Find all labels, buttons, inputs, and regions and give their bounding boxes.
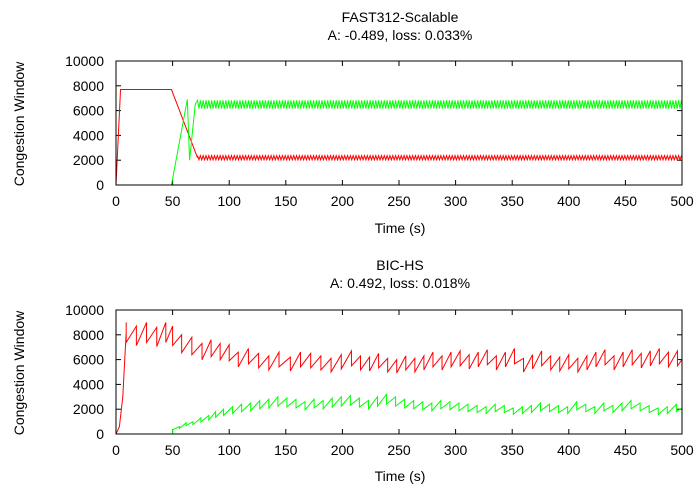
x-axis-label: Time (s)	[375, 468, 426, 484]
chart-subtitle: A: 0.492, loss: 0.018%	[330, 275, 470, 291]
x-tick-label: 400	[557, 442, 581, 458]
x-tick-label: 500	[670, 442, 694, 458]
x-tick-label: 400	[557, 193, 581, 209]
x-tick-label: 0	[112, 193, 120, 209]
series-line-1	[115, 322, 683, 435]
y-tick-label: 10000	[65, 53, 104, 69]
x-tick-label: 500	[670, 193, 694, 209]
x-tick-label: 150	[274, 442, 298, 458]
chart-fast312: FAST312-Scalable A: -0.489, loss: 0.033%…	[11, 9, 694, 236]
y-tick-label: 4000	[73, 376, 104, 392]
chart-subtitle: A: -0.489, loss: 0.033%	[328, 27, 473, 43]
series-line-1	[115, 89, 682, 186]
plot-frame	[115, 309, 683, 435]
x-tick-label: 150	[274, 193, 298, 209]
x-tick-label: 200	[331, 193, 355, 209]
series-layer	[115, 89, 682, 186]
y-tick-label: 6000	[73, 103, 104, 119]
x-tick-label: 450	[614, 442, 638, 458]
y-tick-label: 6000	[73, 352, 104, 368]
y-tick-label: 4000	[73, 127, 104, 143]
x-tick-label: 100	[218, 442, 242, 458]
y-tick-label: 0	[96, 426, 104, 442]
y-tick-label: 2000	[73, 152, 104, 168]
series-layer	[115, 322, 683, 435]
y-axis-label: Congestion Window	[11, 310, 27, 435]
plot-frame	[115, 60, 683, 186]
y-tick-label: 0	[96, 177, 104, 193]
x-tick-label: 300	[444, 442, 468, 458]
x-tick-label: 350	[501, 442, 525, 458]
series-line-2	[172, 392, 683, 434]
y-tick-label: 2000	[73, 401, 104, 417]
chart-bic-hs: BIC-HS A: 0.492, loss: 0.018% Time (s) C…	[11, 257, 694, 484]
x-tick-label: 300	[444, 193, 468, 209]
x-tick-label: 250	[387, 442, 411, 458]
x-axis-label: Time (s)	[375, 220, 426, 236]
y-tick-label: 8000	[73, 78, 104, 94]
x-tick-label: 50	[165, 193, 181, 209]
chart-title: FAST312-Scalable	[342, 9, 459, 25]
x-tick-label: 250	[387, 193, 411, 209]
series-line-2	[116, 98, 682, 186]
x-tick-label: 100	[218, 193, 242, 209]
x-tick-label: 0	[112, 442, 120, 458]
x-tick-label: 200	[331, 442, 355, 458]
x-tick-label: 50	[165, 442, 181, 458]
tick-layer: 0 50 100 150 200 250 300 350 400 450 500 0 2000 4000 6…	[65, 53, 694, 209]
x-tick-label: 450	[614, 193, 638, 209]
chart-title: BIC-HS	[376, 257, 423, 273]
y-tick-label: 8000	[73, 327, 104, 343]
tick-layer: 0 50 100 150 200 250 300 350 400 450 500 0 2000 4000 6…	[65, 302, 694, 458]
y-axis-label: Congestion Window	[11, 61, 27, 186]
x-tick-label: 350	[501, 193, 525, 209]
y-tick-label: 10000	[65, 302, 104, 318]
